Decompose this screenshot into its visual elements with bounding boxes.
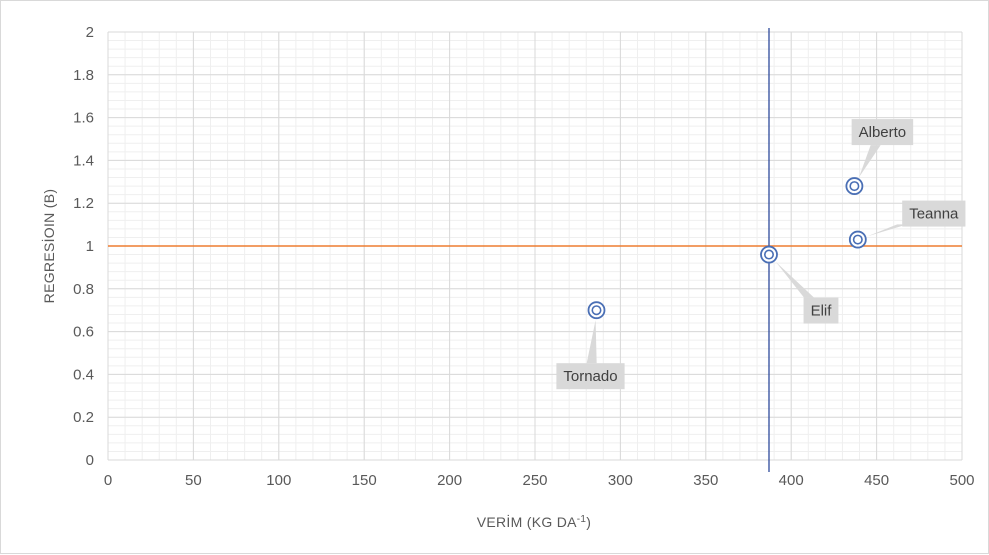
x-axis-title-superscript: -1	[577, 514, 587, 525]
data-point-elif	[760, 245, 778, 264]
data-point-tornado	[587, 301, 606, 320]
y-tick-label: 0.6	[73, 324, 94, 341]
data-label-leader	[867, 224, 908, 237]
data-label-teanna: Teanna	[867, 200, 966, 237]
data-point-inner-ring	[849, 181, 860, 192]
data-point-alberto	[845, 177, 864, 195]
y-tick-label: 2	[86, 24, 94, 41]
data-label-text: Elif	[811, 303, 833, 320]
y-tick-label: 1.4	[73, 152, 94, 169]
x-tick-label: 200	[437, 472, 462, 489]
y-tick-label: 1.6	[73, 110, 94, 127]
y-tick-label: 1	[86, 238, 94, 255]
data-point-teanna	[848, 230, 867, 249]
y-tick-label: 1.2	[73, 195, 94, 212]
data-label-leader	[858, 145, 881, 178]
data-label-leader	[586, 320, 597, 364]
data-label-box	[902, 200, 966, 227]
x-tick-label: 450	[864, 472, 889, 489]
x-tick-label: 250	[522, 472, 547, 489]
data-label-box	[803, 297, 839, 324]
tick-labels: 0 50 100 150 200 250 300 350 400 450 500 0 0.2 0.4 0.6…	[73, 24, 974, 489]
x-tick-label: 0	[104, 472, 112, 489]
data-label-tornado: Tornado	[556, 320, 625, 390]
x-axis-title: VERİM (KG DA-1)	[477, 513, 592, 530]
x-tick-label: 350	[693, 472, 718, 489]
y-tick-label: 0.2	[73, 409, 94, 426]
x-tick-label: 50	[185, 472, 202, 489]
x-tick-label: 300	[608, 472, 633, 489]
data-label-alberto: Alberto	[851, 119, 914, 178]
data-point-inner-ring	[852, 234, 863, 245]
data-points	[587, 177, 867, 320]
data-label-text: Tornado	[563, 368, 617, 385]
x-tick-label: 400	[779, 472, 804, 489]
data-point-inner-ring	[763, 249, 774, 260]
x-tick-label: 100	[266, 472, 291, 489]
callouts: Alberto Teanna Elif Tornado	[556, 119, 966, 390]
x-tick-label: 150	[352, 472, 377, 489]
x-tick-label: 500	[949, 472, 974, 489]
y-tick-label: 1.8	[73, 67, 94, 84]
data-point-inner-ring	[591, 305, 602, 316]
y-tick-label: 0.8	[73, 281, 94, 298]
data-label-box	[851, 119, 914, 146]
data-label-box	[556, 363, 625, 390]
data-label-text: Teanna	[909, 206, 959, 223]
y-tick-label: 0.4	[73, 366, 94, 383]
data-label-leader	[775, 261, 814, 298]
data-label-text: Alberto	[859, 124, 907, 141]
y-tick-label: 0	[86, 452, 94, 469]
data-label-elif: Elif	[775, 261, 839, 324]
y-axis-title: REGRESİOIN (B)	[40, 189, 57, 304]
